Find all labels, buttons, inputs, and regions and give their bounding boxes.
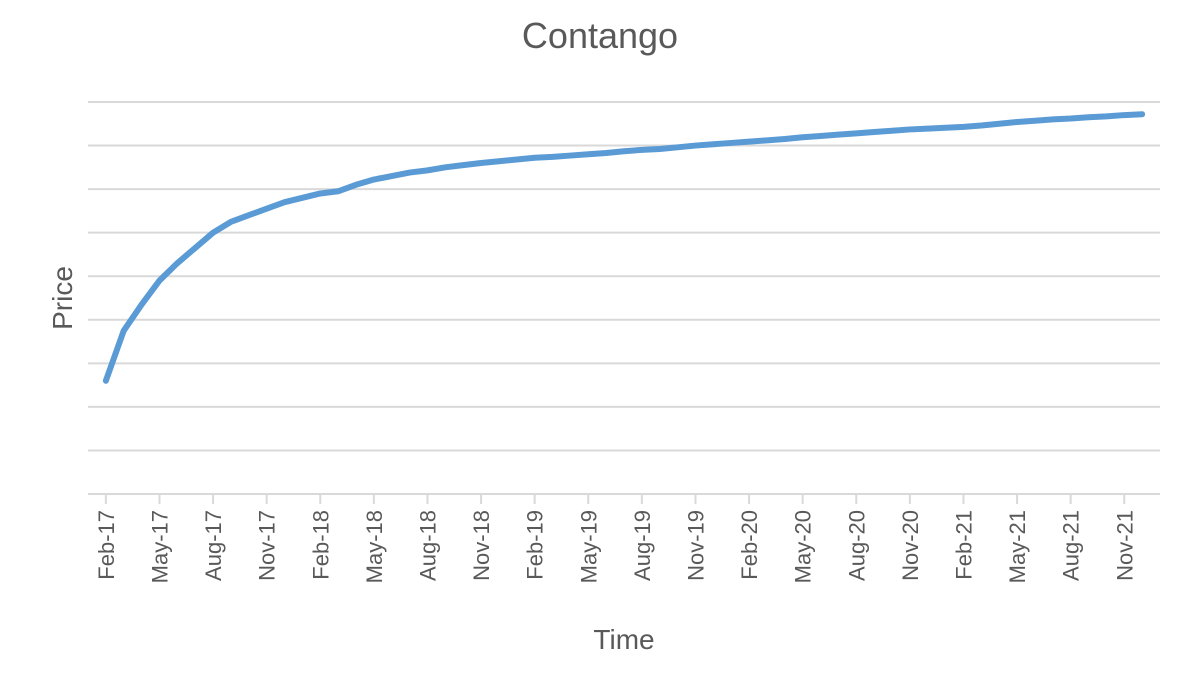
x-axis bbox=[88, 493, 1160, 504]
chart-title: Contango bbox=[522, 15, 678, 56]
x-tick-label: May-20 bbox=[791, 510, 816, 583]
price-series-line bbox=[102, 111, 1146, 384]
gridlines bbox=[88, 101, 1160, 452]
x-tick-label: Nov-21 bbox=[1112, 510, 1137, 581]
x-tick-label: Aug-17 bbox=[201, 510, 226, 581]
x-tick-label: May-19 bbox=[576, 510, 601, 583]
x-tick-label: Nov-19 bbox=[683, 510, 708, 581]
x-tick-label: Feb-20 bbox=[737, 510, 762, 580]
x-tick-label: Feb-19 bbox=[523, 510, 548, 580]
y-axis-title: Price bbox=[47, 266, 78, 330]
x-tick-label: May-18 bbox=[362, 510, 387, 583]
x-tick-label: Aug-20 bbox=[844, 510, 869, 581]
x-tick-label: Aug-18 bbox=[415, 510, 440, 581]
x-tick-label: Feb-21 bbox=[951, 510, 976, 580]
x-tick-label: Nov-20 bbox=[898, 510, 923, 581]
x-tick-label: Nov-18 bbox=[469, 510, 494, 581]
x-tick-label: Nov-17 bbox=[255, 510, 280, 581]
x-tick-labels: Feb-17 May-17 Aug-17 Nov-17 Feb-18 May-18 Aug-… bbox=[94, 510, 1137, 583]
series-layer bbox=[102, 111, 1146, 384]
x-tick-label: Aug-21 bbox=[1059, 510, 1084, 581]
x-tick-label: Feb-17 bbox=[94, 510, 119, 580]
x-axis-title: Time bbox=[593, 624, 654, 655]
x-tick-label: May-21 bbox=[1005, 510, 1030, 583]
x-tick-label: Feb-18 bbox=[308, 510, 333, 580]
x-tick-label: Aug-19 bbox=[630, 510, 655, 581]
x-tick-label: May-17 bbox=[147, 510, 172, 583]
